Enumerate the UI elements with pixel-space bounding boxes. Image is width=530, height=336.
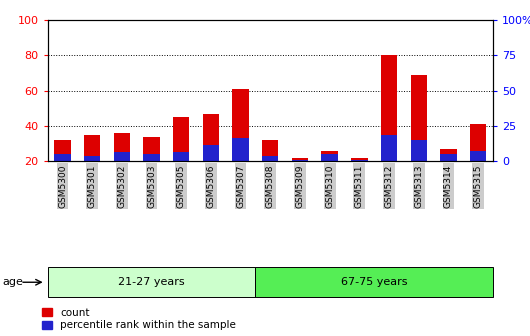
Bar: [262, 156, 278, 161]
Bar: [233, 89, 249, 161]
Text: GSM5301: GSM5301: [88, 165, 96, 208]
Text: GSM5315: GSM5315: [474, 165, 482, 208]
Bar: [351, 160, 367, 161]
Bar: [55, 140, 70, 161]
Bar: [114, 153, 130, 161]
Bar: [233, 138, 249, 161]
Bar: [144, 154, 160, 161]
Text: GSM5300: GSM5300: [58, 165, 67, 208]
Text: GSM5309: GSM5309: [296, 165, 304, 208]
Text: GSM5305: GSM5305: [177, 165, 186, 208]
Bar: [411, 140, 427, 161]
Bar: [470, 124, 486, 161]
Text: GSM5313: GSM5313: [414, 165, 423, 208]
Bar: [173, 117, 189, 161]
Text: GSM5311: GSM5311: [355, 165, 364, 208]
Text: GSM5314: GSM5314: [444, 165, 453, 208]
Bar: [55, 154, 70, 161]
Text: 67-75 years: 67-75 years: [341, 277, 408, 287]
Bar: [292, 158, 308, 161]
Bar: [292, 160, 308, 161]
Bar: [322, 154, 338, 161]
Text: age: age: [3, 277, 23, 287]
Text: GSM5310: GSM5310: [325, 165, 334, 208]
Bar: [203, 145, 219, 161]
Text: GSM5306: GSM5306: [207, 165, 215, 208]
Bar: [351, 158, 367, 161]
Bar: [411, 75, 427, 161]
Bar: [173, 153, 189, 161]
Bar: [470, 151, 486, 161]
Bar: [114, 133, 130, 161]
Text: GSM5303: GSM5303: [147, 165, 156, 208]
Text: GSM5307: GSM5307: [236, 165, 245, 208]
Bar: [322, 151, 338, 161]
Bar: [84, 135, 100, 161]
Bar: [144, 137, 160, 161]
Bar: [440, 149, 456, 161]
Bar: [262, 140, 278, 161]
Bar: [381, 55, 397, 161]
Bar: [440, 154, 456, 161]
FancyBboxPatch shape: [255, 267, 493, 297]
Text: GSM5302: GSM5302: [118, 165, 126, 208]
Text: GSM5312: GSM5312: [385, 165, 393, 208]
Bar: [381, 135, 397, 161]
Text: 21-27 years: 21-27 years: [118, 277, 185, 287]
Legend: count, percentile rank within the sample: count, percentile rank within the sample: [42, 308, 236, 330]
Text: GSM5308: GSM5308: [266, 165, 275, 208]
Bar: [203, 114, 219, 161]
FancyBboxPatch shape: [48, 267, 255, 297]
Bar: [84, 156, 100, 161]
